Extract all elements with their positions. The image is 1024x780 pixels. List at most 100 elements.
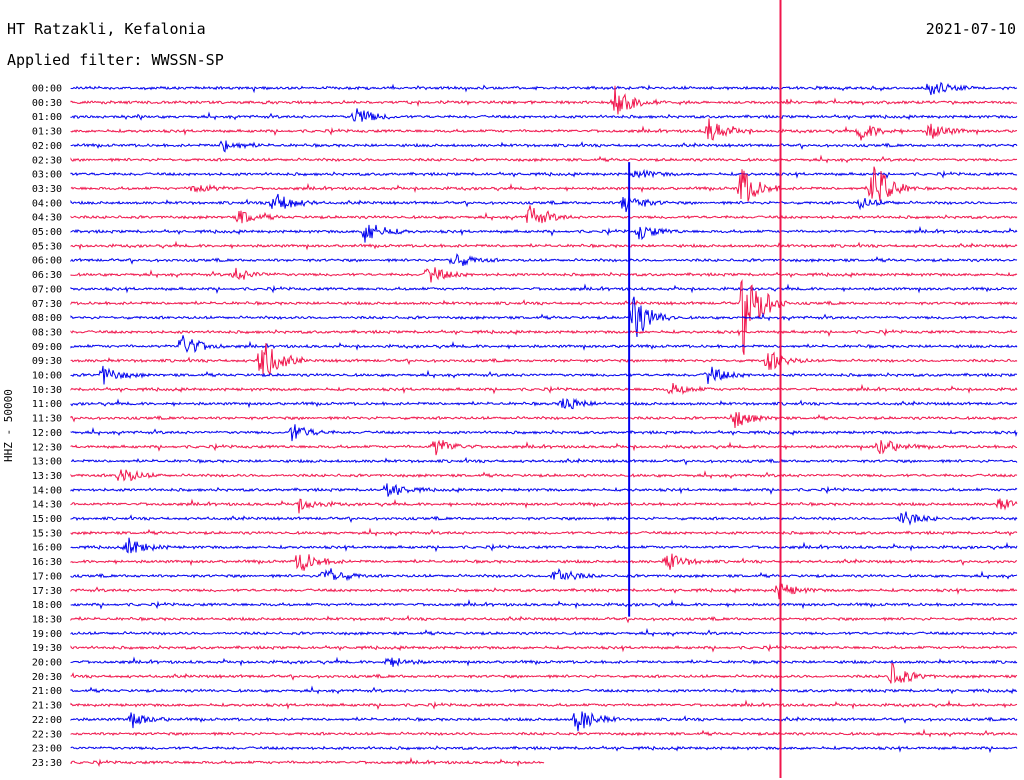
row-label-1430: 14:30 <box>32 500 62 511</box>
trace-row-1530 <box>70 527 1018 537</box>
trace-row-0900 <box>70 335 1018 353</box>
trace-row-2000 <box>70 656 1018 667</box>
trace-row-0830 <box>70 327 1018 337</box>
station-title: HT Ratzakli, Kefalonia <box>7 20 206 38</box>
row-label-2130: 21:30 <box>32 701 62 712</box>
row-label-0530: 05:30 <box>32 241 62 252</box>
row-label-1830: 18:30 <box>32 614 62 625</box>
row-label-0100: 01:00 <box>32 112 62 123</box>
row-label-1400: 14:00 <box>32 485 62 496</box>
trace-row-1330 <box>70 469 1018 482</box>
trace-row-1730 <box>70 581 1018 600</box>
seismogram-traces <box>70 81 1018 768</box>
row-labels: 00:00 00:30 01:00 01:30 02:00 02:30 03:00 03:30… <box>32 84 62 769</box>
trace-row-0200 <box>70 140 1018 153</box>
trace-row-0430 <box>70 205 1018 224</box>
row-label-0500: 05:00 <box>32 227 62 238</box>
trace-row-1930 <box>70 643 1018 653</box>
row-label-1630: 16:30 <box>32 557 62 568</box>
row-label-0200: 02:00 <box>32 141 62 152</box>
trace-row-2100 <box>70 685 1018 695</box>
row-label-0300: 03:00 <box>32 170 62 181</box>
trace-row-1630 <box>70 553 1018 572</box>
row-label-0730: 07:30 <box>32 299 62 310</box>
row-label-0930: 09:30 <box>32 356 62 367</box>
trace-row-0500 <box>70 224 1018 243</box>
row-label-1700: 17:00 <box>32 571 62 582</box>
trace-row-2300 <box>70 745 1018 754</box>
row-label-0000: 00:00 <box>32 84 62 95</box>
row-label-2300: 23:00 <box>32 744 62 755</box>
row-label-2000: 20:00 <box>32 658 62 669</box>
row-label-2330: 23:30 <box>32 758 62 769</box>
row-label-0130: 01:30 <box>32 127 62 138</box>
row-label-0800: 08:00 <box>32 313 62 324</box>
trace-row-0600 <box>70 253 1018 267</box>
trace-row-1900 <box>70 627 1018 638</box>
trace-row-2130 <box>70 699 1018 711</box>
trace-row-1200 <box>70 424 1018 442</box>
trace-row-0730 <box>70 279 1018 355</box>
trace-row-0300 <box>70 168 1018 180</box>
row-label-1800: 18:00 <box>32 600 62 611</box>
row-label-2100: 21:00 <box>32 686 62 697</box>
row-label-0230: 02:30 <box>32 155 62 166</box>
row-label-1300: 13:00 <box>32 457 62 468</box>
row-label-0700: 07:00 <box>32 284 62 295</box>
row-label-1730: 17:30 <box>32 586 62 597</box>
trace-row-2330 <box>70 756 545 768</box>
row-label-1230: 12:30 <box>32 442 62 453</box>
trace-row-0630 <box>70 267 1018 283</box>
trace-row-1130 <box>70 412 1018 429</box>
trace-row-1830 <box>70 614 1018 624</box>
row-label-0600: 06:00 <box>32 256 62 267</box>
trace-row-1700 <box>70 568 1018 582</box>
row-label-1100: 11:00 <box>32 399 62 410</box>
trace-row-1800 <box>70 599 1018 610</box>
row-label-0900: 09:00 <box>32 342 62 353</box>
row-label-0630: 06:30 <box>32 270 62 281</box>
trace-row-2200 <box>70 711 1018 732</box>
trace-row-1000 <box>70 365 1018 385</box>
row-label-0430: 04:30 <box>32 213 62 224</box>
trace-row-0230 <box>70 154 1018 164</box>
trace-row-0530 <box>70 240 1018 251</box>
row-label-1030: 10:30 <box>32 385 62 396</box>
row-label-0830: 08:30 <box>32 327 62 338</box>
trace-row-0800 <box>70 296 1018 338</box>
row-label-2030: 20:30 <box>32 672 62 683</box>
trace-row-1300 <box>70 456 1018 466</box>
trace-row-2030 <box>70 662 1018 684</box>
trace-row-1430 <box>70 498 1018 514</box>
trace-row-0700 <box>70 283 1018 294</box>
trace-row-1230 <box>70 439 1018 456</box>
trace-row-1600 <box>70 537 1018 554</box>
trace-row-1400 <box>70 483 1018 497</box>
row-label-0030: 00:30 <box>32 98 62 109</box>
row-label-1930: 19:30 <box>32 643 62 654</box>
row-label-1600: 16:00 <box>32 543 62 554</box>
trace-row-0330 <box>70 166 1018 202</box>
trace-row-0400 <box>70 193 1018 213</box>
filter-label: Applied filter: WWSSN-SP <box>7 51 224 69</box>
trace-row-1100 <box>70 397 1018 410</box>
trace-row-0000 <box>70 81 1018 96</box>
row-label-1330: 13:30 <box>32 471 62 482</box>
trace-row-0030 <box>70 85 1018 115</box>
row-label-1530: 15:30 <box>32 528 62 539</box>
trace-row-2230 <box>70 728 1018 738</box>
trace-row-0100 <box>70 108 1018 122</box>
row-label-1900: 19:00 <box>32 629 62 640</box>
row-label-1000: 10:00 <box>32 371 62 382</box>
row-label-1130: 11:30 <box>32 414 62 425</box>
row-label-2230: 22:30 <box>32 729 62 740</box>
trace-row-1500 <box>70 511 1018 526</box>
row-label-2200: 22:00 <box>32 715 62 726</box>
trace-row-0930 <box>70 343 1018 375</box>
trace-row-1030 <box>70 383 1018 396</box>
row-label-0400: 04:00 <box>32 198 62 209</box>
row-label-1200: 12:00 <box>32 428 62 439</box>
row-label-1500: 15:00 <box>32 514 62 525</box>
teleseism-spikes <box>628 0 782 778</box>
